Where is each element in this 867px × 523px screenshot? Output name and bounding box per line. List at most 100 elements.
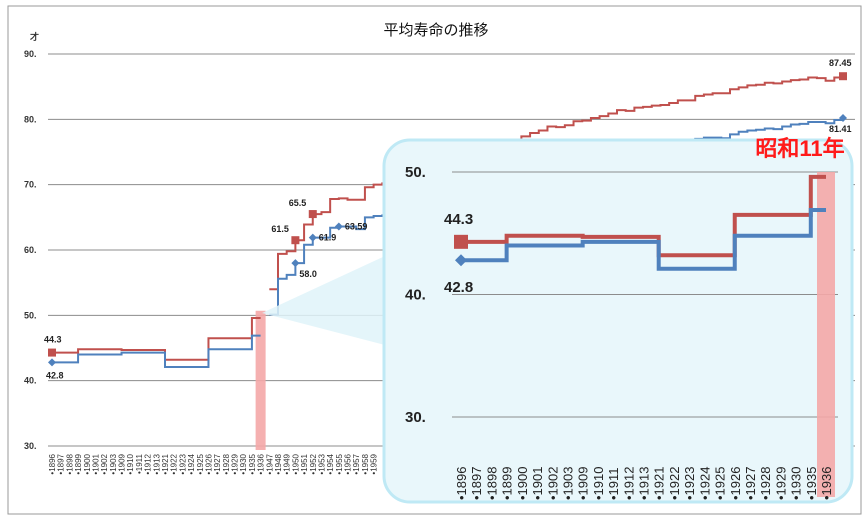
x-tick-label: •1953 [317, 453, 326, 474]
inset-x-ticks: •1896 •1897 •1898 •1899 •1900 •1901 •1902 •1903… [454, 467, 834, 500]
x-tick-label: •1959 [370, 453, 379, 474]
inset-x-tick-label: •1896 [454, 467, 469, 500]
x-tick-label: •1958 [361, 453, 370, 474]
y-tick-label: 30. [24, 441, 37, 451]
x-tick-label: •1896 [48, 453, 57, 474]
y-tick-label: 70. [24, 180, 37, 190]
data-label: 58.0 [299, 269, 317, 279]
x-tick-label: •1898 [65, 453, 74, 474]
inset-series-0 [461, 174, 826, 258]
inset-y-ticks: 30. 40. 50. [405, 164, 426, 426]
x-tick-label: •1952 [309, 453, 318, 474]
x-tick-label: •1929 [231, 453, 240, 474]
x-tick-label: •1923 [178, 453, 187, 474]
inset-y-tick-label: 40. [405, 287, 426, 304]
inset-x-tick-label: •1936 [819, 467, 834, 500]
x-tick-label: •1913 [152, 453, 161, 474]
marker-square [48, 348, 56, 357]
x-tick-label: •1954 [326, 453, 335, 474]
x-tick-label: •1950 [291, 453, 300, 474]
highlight-bar [255, 310, 266, 450]
zoom-callout [262, 256, 385, 345]
inset-x-tick-label: •1903 [560, 467, 575, 500]
marker-square [839, 72, 847, 81]
inset-x-tick-label: •1927 [743, 467, 758, 500]
x-tick-label: •1897 [57, 453, 66, 474]
inset-x-tick-label: •1911 [606, 467, 621, 500]
x-tick-label: •1921 [161, 453, 170, 474]
x-tick-label: •1936 [257, 453, 266, 474]
x-tick-label: •1927 [213, 453, 222, 474]
main-markers: 44.3 61.5 65.5 87.45 42.8 58.0 61.9 63.59 81.41 [44, 58, 852, 380]
inset-x-tick-label: •1899 [500, 467, 515, 500]
x-tick-label: •1928 [222, 453, 231, 474]
x-tick-label: •1924 [187, 453, 196, 474]
inset-highlight-1936 [817, 172, 835, 497]
inset-marker-diamond [455, 254, 467, 267]
marker-diamond [839, 114, 847, 123]
x-tick-label: •1922 [170, 453, 179, 474]
inset-gridlines [452, 171, 838, 418]
x-tick-label: •1900 [83, 453, 92, 474]
marker-square [291, 236, 300, 245]
main-x-ticks: •1896 •1897 •1898 •1899 •1900 •1901 •1902 •1903… [48, 453, 379, 474]
marker-diamond [291, 259, 300, 268]
inset-series [461, 174, 826, 271]
x-tick-label: •1948 [274, 453, 283, 474]
inset-x-tick-label: •1902 [545, 467, 560, 500]
x-tick-label: •1901 [91, 453, 100, 474]
x-tick-label: •1910 [126, 453, 135, 474]
inset-x-tick-label: •1910 [591, 467, 606, 500]
inset-x-tick-label: •1923 [682, 467, 697, 500]
main-y-ticks: 30. 40. 50. 60. 70. 80. 90. [24, 49, 37, 451]
marker-diamond [308, 233, 317, 242]
x-tick-label: •1899 [74, 453, 83, 474]
marker-diamond [334, 222, 343, 231]
data-label: 87.45 [829, 58, 852, 68]
y-tick-label: 80. [24, 114, 37, 124]
showa-11-label: 昭和11年 [755, 136, 844, 161]
chart-title: 平均寿命の推移 [383, 21, 488, 39]
x-tick-label: •1925 [196, 453, 205, 474]
inset-x-tick-label: •1935 [804, 467, 819, 500]
x-tick-label: •1947 [265, 453, 274, 474]
data-label: 42.8 [46, 370, 64, 380]
data-label: 81.41 [829, 124, 852, 134]
inset-label-blue: 42.8 [444, 279, 473, 296]
marker-diamond [48, 358, 56, 367]
x-tick-label: •1926 [204, 453, 213, 474]
data-label: 63.59 [345, 221, 368, 231]
inset-x-tick-label: •1924 [697, 467, 712, 500]
inset-highlight-bar [817, 172, 835, 497]
x-tick-label: •1912 [144, 453, 153, 474]
y-tick-label: 60. [24, 245, 37, 255]
inset-x-tick-label: •1900 [515, 467, 530, 500]
x-tick-label: •1957 [352, 453, 361, 474]
x-tick-label: •1956 [344, 453, 353, 474]
series-1-segment-0 [52, 334, 261, 368]
inset-x-tick-label: •1909 [576, 467, 591, 500]
marker-square [308, 210, 317, 219]
x-tick-label: •1903 [109, 453, 118, 474]
inset-y-tick-label: 30. [405, 409, 426, 426]
inset-x-tick-label: •1926 [728, 467, 743, 500]
x-tick-label: •1955 [335, 453, 344, 474]
highlight-1936 [255, 310, 266, 450]
inset-x-tick-label: •1897 [469, 467, 484, 500]
y-tick-label: 40. [24, 376, 37, 386]
inset-x-tick-label: •1901 [530, 467, 545, 500]
inset-x-tick-label: •1928 [758, 467, 773, 500]
inset-label-red: 44.3 [444, 211, 473, 228]
x-tick-label: •1951 [300, 453, 309, 474]
inset-marker-square [454, 234, 468, 249]
y-tick-label: 50. [24, 310, 37, 320]
data-label: 65.5 [289, 198, 307, 208]
inset-series-1 [461, 207, 826, 271]
x-tick-label: •1949 [283, 453, 292, 474]
inset-x-tick-label: •1922 [667, 467, 682, 500]
x-tick-label: •1909 [118, 453, 127, 474]
x-tick-label: •1911 [135, 453, 144, 474]
data-label: 61.9 [319, 233, 337, 243]
y-axis-unit-label: 才 [30, 31, 39, 42]
